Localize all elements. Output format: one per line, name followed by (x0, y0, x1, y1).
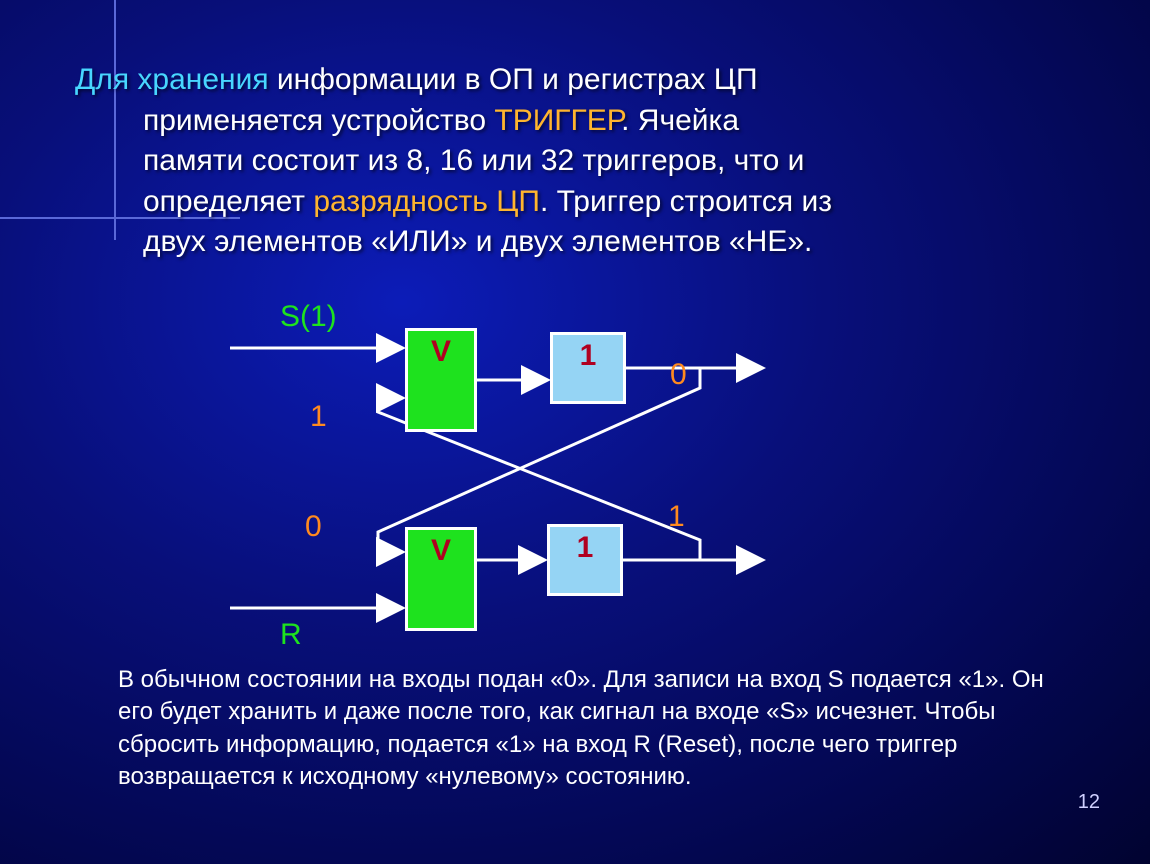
not-gate-top: 1 (550, 332, 626, 404)
or-gate-bottom: V (405, 527, 477, 631)
footer-paragraph: В обычном состоянии на входы подан «0». … (118, 664, 1058, 794)
text-highlight-yellow: ТРИГГЕР (494, 104, 621, 137)
or-gate-label: V (431, 534, 451, 568)
label-s-input: S(1) (280, 300, 337, 334)
text-highlight-cyan: Для хранения (75, 63, 269, 96)
label-zero-right: 0 (670, 358, 687, 392)
text-segment: двух элементов «ИЛИ» и двух элементов «Н… (143, 225, 812, 258)
or-gate-top: V (405, 328, 477, 432)
main-paragraph: Для хранения информации в ОП и регистрах… (75, 60, 1075, 263)
label-one-right: 1 (668, 500, 685, 534)
page-number: 12 (1078, 791, 1100, 814)
not-gate-bottom: 1 (547, 524, 623, 596)
text-segment: памяти состоит из 8, 16 или 32 триггеров… (143, 144, 804, 177)
label-one-left: 1 (310, 400, 327, 434)
or-gate-label: V (431, 335, 451, 369)
text-segment: определяет (143, 185, 313, 218)
label-r-input: R (280, 618, 302, 652)
text-highlight-yellow: разрядность ЦП (313, 185, 540, 218)
label-zero-left: 0 (305, 510, 322, 544)
text-segment: информации в ОП и регистрах ЦП (269, 63, 758, 96)
text-segment: . Ячейка (621, 104, 739, 137)
not-gate-label: 1 (580, 339, 597, 373)
text-segment: применяется устройство (143, 104, 494, 137)
text-segment: . Триггер строится из (540, 185, 832, 218)
not-gate-label: 1 (577, 531, 594, 565)
